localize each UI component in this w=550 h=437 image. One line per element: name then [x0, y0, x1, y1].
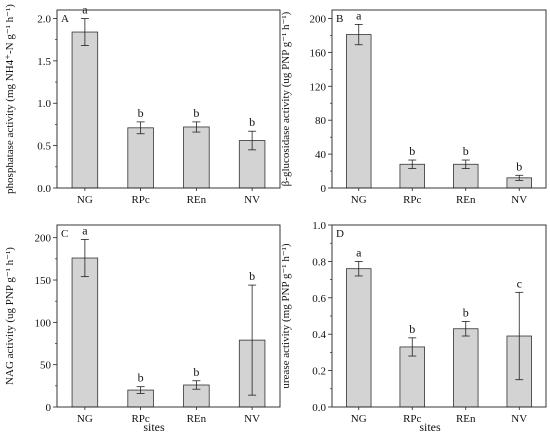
- panel-d-significance-letter: b: [409, 322, 415, 336]
- panel-c-significance-letter: b: [138, 371, 144, 385]
- panel-d-y-tick-label: 1.0: [312, 220, 326, 232]
- panel-a-bar: [183, 126, 210, 189]
- panel-a-significance-letter: b: [249, 115, 255, 129]
- panel-c-x-tick-label: RPc: [131, 413, 149, 425]
- panel-c-frame: [56, 224, 281, 408]
- panel-d-y-tick-label: 0.8: [312, 256, 326, 268]
- panel-c-x-tick-label: REn: [187, 413, 207, 425]
- panel-d-significance-letter: a: [356, 245, 362, 259]
- panel-c-y-tick-label: 0: [46, 402, 52, 414]
- panel-d-label: D: [336, 228, 344, 240]
- panel-c: a NG b RPc b REn b NV 0 50 100 150 200 C NAG activity …: [4, 223, 281, 425]
- panel-d-frame: [331, 224, 547, 408]
- panel-b-significance-letter: b: [463, 144, 469, 158]
- panel-a-y-tick-label: 0.5: [37, 141, 51, 153]
- shared-xlabel-right: sites: [419, 420, 441, 434]
- panel-b-y-tick-label: 200: [310, 13, 327, 25]
- panel-a-frame: [56, 9, 281, 189]
- panel-d-y-axis-label: urease activity (mg PNP g⁻¹ h⁻¹): [280, 243, 292, 389]
- panel-d-x-tick-label: RPc: [403, 413, 421, 425]
- panel-c-y-tick-label: 150: [35, 275, 52, 287]
- panel-b-bar: [346, 34, 372, 189]
- panel-b-label: B: [336, 13, 343, 25]
- panel-b-x-tick-label: REn: [456, 194, 476, 206]
- panel-b-frame: [331, 9, 547, 189]
- panel-a: a NG b RPc b REn b NV 0.0 0.5 1.0 1.5 2.0 Aphosphatas…: [4, 2, 281, 206]
- panel-c-x-tick-label: NG: [77, 413, 93, 425]
- panel-a-x-tick-label: REn: [187, 194, 207, 206]
- panel-b-y-axis-label: β-glucosidase activity (ug PNP g⁻¹ h⁻¹): [280, 11, 292, 186]
- panel-a-y-axis-label: phosphatase activity (mg NH4⁺-N g⁻¹ h⁻¹): [4, 4, 16, 194]
- panel-d-x-tick-label: NG: [351, 413, 367, 425]
- panel-b-y-tick-label: 120: [310, 81, 327, 93]
- panel-b-x-tick-label: RPc: [403, 194, 421, 206]
- panel-c-y-tick-label: 100: [35, 317, 52, 329]
- panel-a-x-tick-label: RPc: [131, 194, 149, 206]
- panel-c-label: C: [61, 228, 68, 240]
- panel-b-y-tick-label: 160: [310, 47, 327, 59]
- panel-c-x-tick-label: NV: [244, 413, 260, 425]
- panel-a-significance-letter: b: [193, 106, 199, 120]
- panel-d-y-tick-label: 0.0: [312, 402, 326, 414]
- panel-d-bar: [346, 268, 372, 408]
- panel-d-x-tick-label: NV: [511, 413, 527, 425]
- panel-a-significance-letter: a: [82, 2, 88, 16]
- panel-b-significance-letter: b: [516, 159, 522, 173]
- panel-a-x-tick-label: NV: [244, 194, 260, 206]
- panel-d-x-tick-label: REn: [456, 413, 476, 425]
- panel-c-significance-letter: b: [193, 365, 199, 379]
- panel-c-y-tick-label: 50: [40, 360, 52, 372]
- panel-d-y-tick-label: 0.2: [312, 366, 326, 378]
- panel-a-bar: [71, 31, 99, 189]
- panel-a-x-tick-label: NG: [77, 194, 93, 206]
- panel-b-y-tick-label: 40: [315, 149, 327, 161]
- panel-d: a NG b RPc b REn c NV 0.0 0.2 0.4 0.6 0.8 1.0 Durease …: [280, 220, 547, 425]
- panel-c-significance-letter: b: [249, 269, 255, 283]
- panel-a-bar: [127, 127, 154, 189]
- panel-a-significance-letter: b: [138, 106, 144, 120]
- panel-b-x-tick-label: NV: [511, 194, 527, 206]
- panel-c-y-axis-label: NAG activity (ug PNP g⁻¹ h⁻¹): [4, 247, 16, 385]
- panel-d-bar: [399, 346, 425, 408]
- panel-b: a NG b RPc b REn b NV 0 40 80 120 160 200 Bβ-glucosida…: [280, 8, 547, 206]
- panel-b-significance-letter: a: [356, 8, 362, 22]
- panel-d-y-tick-label: 0.4: [312, 329, 326, 341]
- panel-d-y-tick-label: 0.6: [312, 293, 326, 305]
- panel-c-y-tick-label: 200: [35, 233, 52, 245]
- panel-d-significance-letter: c: [517, 276, 522, 290]
- panel-b-x-tick-label: NG: [351, 194, 367, 206]
- panel-a-y-tick-label: 0.0: [37, 183, 51, 195]
- panel-a-y-tick-label: 1.0: [37, 98, 51, 110]
- shared-xlabel-left: sites: [143, 420, 165, 434]
- panel-b-y-tick-label: 0: [321, 183, 327, 195]
- panel-d-bar: [453, 328, 479, 408]
- panel-a-y-tick-label: 1.5: [37, 56, 51, 68]
- panel-d-significance-letter: b: [463, 305, 469, 319]
- panel-c-significance-letter: a: [82, 223, 88, 237]
- panel-b-significance-letter: b: [409, 144, 415, 158]
- panel-c-bar: [71, 257, 99, 408]
- panel-a-label: A: [61, 13, 69, 25]
- panel-a-y-tick-label: 2.0: [37, 13, 51, 25]
- panel-b-y-tick-label: 80: [315, 115, 327, 127]
